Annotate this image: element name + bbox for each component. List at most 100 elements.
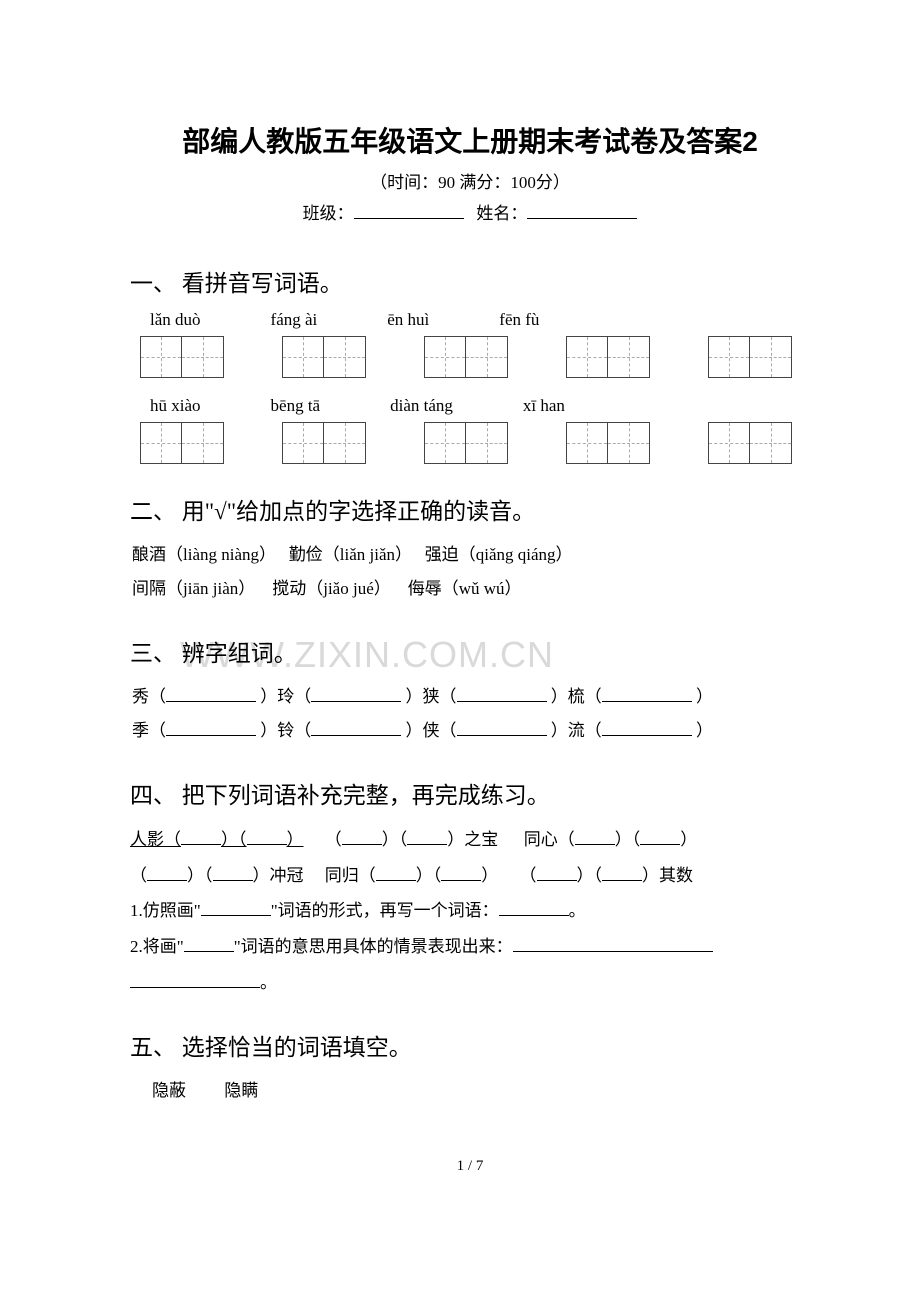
- fill-blank[interactable]: [537, 863, 577, 881]
- s3-char: 秀（: [132, 687, 166, 706]
- s2-item: 侮辱（wǔ wú）: [408, 579, 522, 598]
- s2-item: 间隔（jiān jiàn）: [132, 579, 255, 598]
- fill-blank[interactable]: [181, 827, 221, 845]
- s4-q2: 2.将画" "词语的意思用具体的情景表现出来：: [130, 929, 810, 965]
- s2-item: 强迫（qiǎng qiáng）: [425, 545, 573, 564]
- s3-char: ）: [696, 721, 713, 740]
- char-box[interactable]: [424, 336, 508, 378]
- char-box[interactable]: [140, 336, 224, 378]
- pinyin: fáng ài: [271, 310, 318, 330]
- s4-line1: 人影（）（） （）（）之宝 同心（）（）: [130, 822, 810, 858]
- fill-blank[interactable]: [311, 684, 401, 702]
- ref-blank: [201, 898, 271, 916]
- s3-char: ）侠（: [406, 721, 457, 740]
- section-2-head: 二、 用"√"给加点的字选择正确的读音。: [130, 492, 810, 526]
- pinyin-row-2: hū xiào bēng tā diàn táng xī han: [150, 396, 810, 416]
- s2-item: 搅动（jiǎo jué）: [272, 579, 391, 598]
- q-text: 。: [569, 901, 586, 920]
- s3-char: ）玲（: [260, 687, 311, 706]
- fill-blank[interactable]: [602, 863, 642, 881]
- s3-char: 季（: [132, 721, 166, 740]
- fill-blank[interactable]: [166, 718, 256, 736]
- s4-word: 同归: [325, 866, 359, 885]
- s3-char: ）铃（: [260, 721, 311, 740]
- pinyin: ēn huì: [387, 310, 429, 330]
- s3-row2: 季（ ）铃（ ）侠（ ）流（ ）: [132, 714, 810, 748]
- fill-blank[interactable]: [166, 684, 256, 702]
- option: 隐蔽: [152, 1081, 186, 1100]
- q-text: 2.将画": [130, 937, 184, 956]
- option: 隐瞒: [224, 1081, 258, 1100]
- page-footer: 1 / 7: [130, 1158, 810, 1175]
- name-blank[interactable]: [527, 201, 637, 219]
- page-title: 部编人教版五年级语文上册期末考试卷及答案2: [130, 120, 810, 160]
- s4-word: 其数: [659, 866, 693, 885]
- pinyin: bēng tā: [271, 396, 321, 416]
- pinyin-row-1: lǎn duò fáng ài ēn huì fēn fù: [150, 310, 810, 330]
- fill-blank[interactable]: [213, 863, 253, 881]
- ref-blank: [184, 934, 234, 952]
- q-text: "词语的意思用具体的情景表现出来：: [234, 937, 513, 956]
- s3-row1: 秀（ ）玲（ ）狭（ ）梳（ ）: [132, 680, 810, 714]
- q-text: 。: [260, 973, 277, 992]
- fill-blank[interactable]: [130, 970, 260, 988]
- s4-q2-cont: 。: [130, 965, 810, 1001]
- fill-blank[interactable]: [640, 827, 680, 845]
- box-row-1: [140, 336, 810, 378]
- fill-blank[interactable]: [407, 827, 447, 845]
- class-label: 班级：: [303, 204, 354, 223]
- char-box[interactable]: [282, 336, 366, 378]
- s4-word: 同心: [524, 830, 558, 849]
- s3-char: ）流（: [551, 721, 602, 740]
- char-box[interactable]: [140, 422, 224, 464]
- char-box[interactable]: [566, 336, 650, 378]
- fill-blank[interactable]: [247, 827, 287, 845]
- fill-blank[interactable]: [441, 863, 481, 881]
- s5-options: 隐蔽 隐瞒: [152, 1074, 810, 1108]
- s3-char: ）狭（: [406, 687, 457, 706]
- fill-blank[interactable]: [457, 684, 547, 702]
- section-1-head: 一、 看拼音写词语。: [130, 264, 810, 298]
- s3-char: ）梳（: [551, 687, 602, 706]
- fill-blank[interactable]: [602, 684, 692, 702]
- section-5-head: 五、 选择恰当的词语填空。: [130, 1028, 810, 1062]
- fill-blank[interactable]: [575, 827, 615, 845]
- section-4-head: 四、 把下列词语补充完整，再完成练习。: [130, 776, 810, 810]
- s2-line1: 酿酒（liàng niàng） 勤俭（liǎn jiǎn） 强迫（qiǎng q…: [132, 538, 810, 572]
- name-label: 姓名：: [476, 204, 527, 223]
- s4-line2: （）（）冲冠 同归（）（） （）（）其数: [130, 858, 810, 894]
- s2-item: 勤俭（liǎn jiǎn）: [289, 545, 412, 564]
- fill-blank[interactable]: [376, 863, 416, 881]
- s4-word: 之宝: [464, 830, 498, 849]
- char-box[interactable]: [708, 422, 792, 464]
- pinyin: lǎn duò: [150, 310, 201, 330]
- fill-blank[interactable]: [499, 898, 569, 916]
- section-3-head: 三、 辨字组词。: [130, 634, 810, 668]
- fill-blank[interactable]: [457, 718, 547, 736]
- char-box[interactable]: [282, 422, 366, 464]
- pinyin: diàn táng: [390, 396, 453, 416]
- student-info: 班级： 姓名：: [130, 199, 810, 224]
- s4-word: 人影: [130, 830, 164, 849]
- q-text: 1.仿照画": [130, 901, 201, 920]
- s3-char: ）: [696, 687, 713, 706]
- pinyin: xī han: [523, 396, 565, 416]
- box-row-2: [140, 422, 810, 464]
- char-box[interactable]: [708, 336, 792, 378]
- s4-word: 冲冠: [270, 866, 304, 885]
- exam-meta: （时间：90 满分：100分）: [130, 168, 810, 193]
- fill-blank[interactable]: [342, 827, 382, 845]
- pinyin: hū xiào: [150, 396, 201, 416]
- fill-blank[interactable]: [513, 934, 713, 952]
- pinyin: fēn fù: [499, 310, 539, 330]
- s2-item: 酿酒（liàng niàng）: [132, 545, 276, 564]
- s4-q1: 1.仿照画" "词语的形式，再写一个词语： 。: [130, 893, 810, 929]
- char-box[interactable]: [424, 422, 508, 464]
- class-blank[interactable]: [354, 201, 464, 219]
- fill-blank[interactable]: [147, 863, 187, 881]
- char-box[interactable]: [566, 422, 650, 464]
- q-text: "词语的形式，再写一个词语：: [271, 901, 499, 920]
- s2-line2: 间隔（jiān jiàn） 搅动（jiǎo jué） 侮辱（wǔ wú）: [132, 572, 810, 606]
- fill-blank[interactable]: [602, 718, 692, 736]
- fill-blank[interactable]: [311, 718, 401, 736]
